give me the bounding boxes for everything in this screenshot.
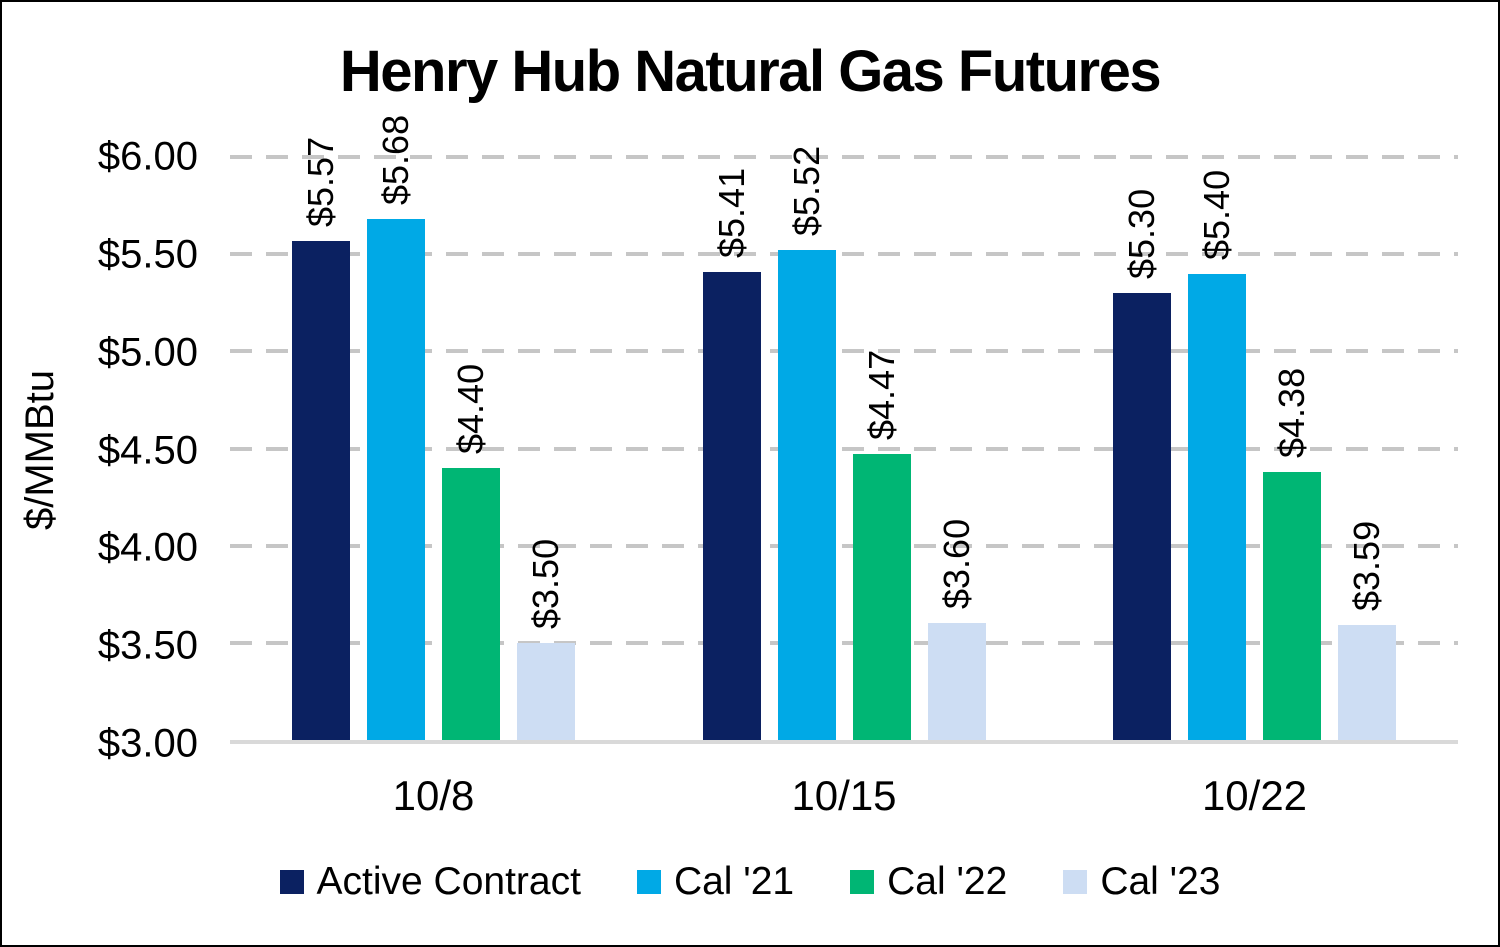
bar-column-cal-22: $4.40 bbox=[442, 157, 500, 740]
legend-swatch-cal-22 bbox=[850, 870, 875, 894]
bar-active-contract-10-15 bbox=[702, 271, 761, 740]
bar-column-cal-23: $3.59 bbox=[1338, 157, 1396, 740]
bar-cal-22-10-22 bbox=[1263, 471, 1321, 740]
bar-cal-21-10-22 bbox=[1188, 273, 1246, 740]
bar-column-cal-22: $4.38 bbox=[1263, 157, 1321, 740]
legend-swatch-cal-21 bbox=[636, 870, 661, 894]
bar-value-label: $3.50 bbox=[525, 538, 566, 629]
bar-cal-23-10-22 bbox=[1338, 625, 1396, 740]
legend: Active Contract Cal '21 Cal '22 Cal '23 bbox=[2, 860, 1498, 904]
bar-value-label: $4.40 bbox=[450, 363, 491, 454]
legend-label: Cal '21 bbox=[673, 860, 795, 903]
plot-area: $5.57 $5.68 $4.40 $3.50 10/8 $5.41 $5.52 $4.47 $… bbox=[230, 115, 1458, 819]
bar-value-label: $5.57 bbox=[300, 136, 341, 227]
gridline bbox=[230, 446, 1458, 451]
bar-column-active-contract: $5.30 bbox=[1113, 157, 1171, 740]
bar-cal-22-10-8 bbox=[442, 467, 500, 740]
y-tick-label: $5.00 bbox=[97, 330, 198, 375]
gridline bbox=[230, 252, 1458, 257]
bar-value-label: $5.52 bbox=[785, 146, 827, 237]
y-tick-label: $4.50 bbox=[97, 428, 198, 472]
gridline bbox=[230, 640, 1458, 645]
bar-groups: $5.57 $5.68 $4.40 $3.50 10/8 $5.41 $5.52 $4.47 $… bbox=[230, 115, 1458, 819]
bar-cal-23-10-15 bbox=[927, 623, 986, 740]
bar-column-active-contract: $5.41 bbox=[702, 157, 761, 740]
bar-active-contract-10-8 bbox=[292, 240, 350, 740]
bar-cal-23-10-8 bbox=[517, 642, 575, 740]
x-axis-label-10-8: 10/8 bbox=[392, 772, 475, 819]
bar-value-label: $5.68 bbox=[375, 115, 416, 206]
bar-group-10-22: $5.30 $5.40 $4.38 $3.59 10/22 bbox=[1113, 157, 1396, 819]
x-axis-label-10-15: 10/15 bbox=[791, 772, 897, 819]
bar-value-label: $5.41 bbox=[710, 167, 752, 258]
bar-group-10-15: $5.41 $5.52 $4.47 $3.60 10/15 bbox=[702, 146, 986, 819]
y-tick-label: $4.00 bbox=[97, 525, 198, 570]
gridline bbox=[230, 543, 1458, 548]
gridline bbox=[230, 349, 1458, 354]
x-axis-label-10-22: 10/22 bbox=[1201, 772, 1308, 819]
legend-item-active-contract: Active Contract bbox=[279, 860, 581, 904]
bar-value-label: $5.40 bbox=[1196, 169, 1237, 260]
bar-group-10-8: $5.57 $5.68 $4.40 $3.50 10/8 bbox=[292, 115, 575, 819]
legend-item-cal-23: Cal '23 bbox=[1063, 860, 1221, 904]
bar-column-cal-23: $3.50 bbox=[517, 157, 575, 740]
y-tick-label: $3.50 bbox=[97, 623, 198, 668]
bar-value-label: $5.30 bbox=[1121, 188, 1162, 280]
legend-label: Active Contract bbox=[316, 860, 581, 903]
bar-value-label: $3.59 bbox=[1346, 521, 1387, 612]
bar-value-label: $3.60 bbox=[935, 519, 977, 610]
bar-column-cal-21: $5.52 bbox=[777, 146, 836, 740]
bar-column-cal-21: $5.40 bbox=[1188, 157, 1246, 740]
bar-cal-21-10-8 bbox=[367, 219, 425, 740]
bar-column-cal-23: $3.60 bbox=[927, 157, 986, 740]
legend-label: Cal '22 bbox=[887, 860, 1008, 903]
bar-value-label: $4.38 bbox=[1271, 367, 1312, 458]
bar-column-active-contract: $5.57 bbox=[292, 136, 350, 740]
legend-label: Cal '23 bbox=[1100, 860, 1221, 903]
legend-swatch-cal-23 bbox=[1063, 870, 1088, 894]
chart-title: Henry Hub Natural Gas Futures bbox=[339, 39, 1162, 104]
y-tick-label: $3.00 bbox=[97, 721, 198, 766]
legend-item-cal-22: Cal '22 bbox=[850, 860, 1007, 904]
bar-column-cal-21: $5.68 bbox=[367, 115, 425, 740]
gridline bbox=[230, 155, 1458, 159]
bar-column-cal-22: $4.47 bbox=[852, 157, 911, 740]
y-axis-ticks: $6.00 $5.50 $5.00 $4.50 $4.00 $3.50 $3.00 bbox=[2, 135, 198, 766]
y-tick-label: $5.50 bbox=[97, 232, 198, 277]
bar-value-label: $4.47 bbox=[860, 350, 902, 441]
legend-swatch-active-contract bbox=[279, 870, 304, 894]
y-tick-label: $6.00 bbox=[97, 134, 198, 179]
legend-item-cal-21: Cal '21 bbox=[636, 860, 795, 904]
bar-cal-21-10-15 bbox=[777, 250, 836, 740]
bar-active-contract-10-22 bbox=[1113, 293, 1171, 740]
bar-cal-22-10-15 bbox=[852, 454, 911, 740]
